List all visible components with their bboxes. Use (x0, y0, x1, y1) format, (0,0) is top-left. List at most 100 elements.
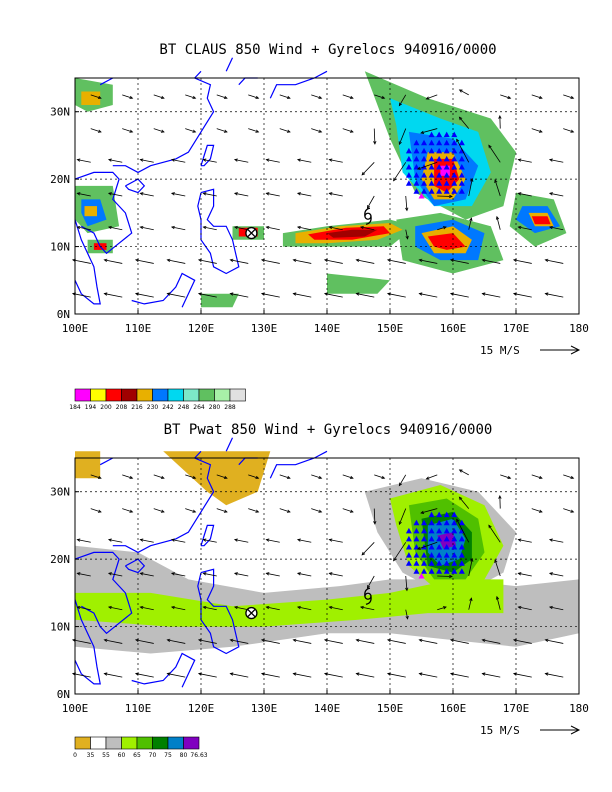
gyre-triangle (443, 527, 450, 534)
wind-vector (229, 258, 249, 264)
wind-vector (166, 638, 186, 644)
field-region (427, 233, 466, 250)
wind-vector-head (488, 524, 492, 529)
wind-vector-head (233, 225, 238, 230)
y-tick-label: 0N (57, 688, 70, 701)
wind-vector-shaft (437, 606, 447, 611)
gyre-triangle (443, 131, 450, 138)
wind-vector-head (296, 572, 301, 576)
wind-vector (76, 158, 91, 163)
x-tick-label: 170E (503, 322, 530, 335)
wind-vector (500, 94, 512, 100)
wind-vector-head (260, 258, 265, 262)
gyre-triangle (451, 552, 458, 558)
wind-vector-shaft (513, 259, 532, 264)
wind-vector-shaft (367, 195, 375, 209)
wind-vector-shaft (437, 575, 452, 577)
colorbar-swatch (183, 388, 200, 402)
gyre-center-cross (246, 228, 256, 238)
gyre-triangle (451, 544, 458, 550)
x-tick-label: 120E (188, 702, 215, 715)
gyre-triangle (405, 155, 412, 162)
gyre-triangle (421, 568, 428, 574)
gyre-triangle (451, 527, 458, 534)
wind-vector-shaft (367, 575, 375, 589)
gyre-triangle (451, 188, 458, 194)
wind-vector (90, 128, 102, 133)
wind-vector (76, 538, 91, 543)
gyre-triangle (451, 560, 458, 566)
wind-vector-head (286, 129, 291, 133)
wind-vector-shaft (153, 474, 165, 479)
wind-vector-shaft (518, 192, 532, 197)
wind-vector (229, 638, 249, 644)
wind-vector-shaft (456, 519, 470, 543)
gyre-triangle (458, 172, 465, 178)
wind-vector-shaft (518, 226, 532, 231)
wind-vector (498, 494, 502, 509)
coastline (99, 457, 114, 466)
wind-vector (468, 217, 473, 230)
wind-vector-shaft (513, 673, 532, 678)
colorbar-swatch (74, 736, 91, 750)
y-tick-label: 30N (50, 106, 70, 119)
colorbar-swatch (152, 388, 169, 402)
wind-vector (279, 508, 291, 513)
wind-vector-shaft (482, 639, 501, 644)
wind-vector (296, 225, 312, 231)
wind-vector-head (170, 605, 175, 610)
wind-vector (216, 508, 228, 513)
gyre-triangle-magenta (418, 193, 425, 199)
gyre-triangle (436, 560, 443, 566)
wind-vector-shaft (420, 128, 438, 134)
wind-vector-head (197, 672, 202, 676)
x-tick-label: 100E (62, 322, 89, 335)
wind-vector-shaft (563, 94, 574, 99)
gyre-triangle (421, 139, 428, 146)
wind-vector-head (449, 672, 454, 676)
wind-vector-shaft (417, 541, 438, 550)
wind-vector-shaft (135, 259, 154, 264)
wind-vector (328, 225, 343, 231)
wind-vector-head (544, 258, 549, 262)
gyre-triangle (413, 519, 420, 526)
wind-vector-head (366, 585, 371, 589)
gyre-triangle (443, 560, 450, 566)
wind-vector-shaft (185, 128, 196, 133)
wind-vector (248, 94, 260, 100)
wind-vector (103, 638, 123, 644)
wind-vector (425, 94, 438, 100)
wind-vector-head (192, 475, 197, 480)
wind-vector-head (107, 605, 112, 610)
wind-vector-head (170, 225, 175, 230)
wind-vector (233, 192, 249, 197)
wind-vector-shaft (90, 128, 102, 133)
wind-vector-head (170, 572, 175, 576)
wind-vector-shaft (324, 673, 343, 678)
wind-vector-shaft (266, 539, 280, 543)
wind-vector-head (323, 638, 328, 642)
wind-vector-shaft (563, 474, 574, 479)
wind-vector-shaft (329, 226, 343, 231)
wind-vector (544, 292, 564, 298)
wind-vector-shaft (77, 606, 91, 611)
wind-vector (418, 638, 438, 644)
gyre-triangle (436, 511, 443, 518)
wind-vector-shaft (77, 572, 91, 577)
gyre-triangle (413, 568, 420, 574)
wind-vector (279, 94, 291, 100)
wind-vector-shaft (387, 293, 406, 298)
wind-vector-head (449, 638, 454, 642)
wind-vector-shaft (468, 178, 473, 197)
wind-vector-head (166, 638, 171, 642)
wind-vector-shaft (549, 192, 564, 197)
wind-vector-shaft (140, 192, 154, 197)
wind-vector (468, 597, 473, 610)
y-tick-label: 10N (50, 241, 70, 254)
wind-vector-shaft (185, 94, 196, 99)
wind-vector-shaft (342, 94, 354, 99)
wind-vector-head (129, 509, 134, 513)
wind-vector (458, 469, 469, 476)
wind-vector (296, 538, 312, 543)
wind-vector-shaft (104, 673, 123, 678)
